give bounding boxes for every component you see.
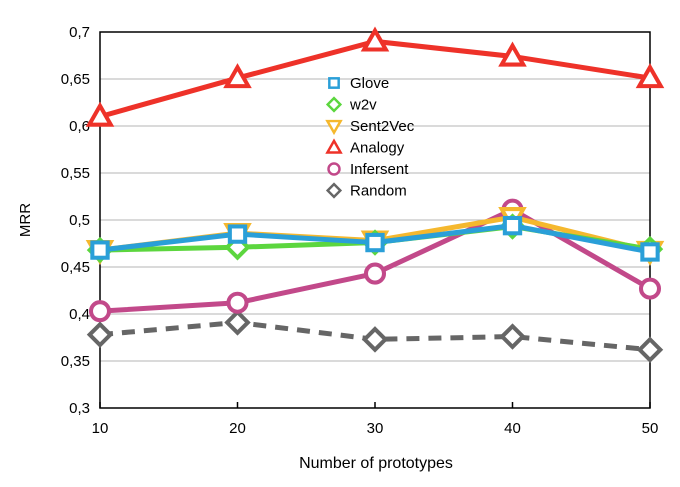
legend-label-infersent: Infersent	[350, 161, 409, 178]
legend-label-sent2vec: Sent2Vec	[350, 118, 415, 135]
data-point-w2v	[224, 234, 251, 261]
y-tick-label: 0,35	[61, 353, 90, 370]
y-axis-label: MRR	[17, 203, 34, 237]
y-tick-label: 0,55	[61, 165, 90, 182]
legend-entry-infersent: Infersent	[327, 161, 409, 178]
data-point-infersent	[226, 291, 249, 314]
data-point-infersent	[638, 277, 662, 300]
data-point-analogy	[85, 101, 115, 127]
legend-entry-analogy: Analogy	[325, 138, 405, 157]
series-line-infersent	[99, 207, 652, 314]
x-axis-label: Number of prototypes	[299, 455, 453, 472]
y-tick-label: 0,45	[61, 259, 90, 276]
legend-marker-w2v	[325, 96, 343, 113]
y-tick-label: 0,7	[69, 24, 90, 41]
legend-label-random: Random	[350, 183, 407, 200]
data-point-glove	[502, 215, 523, 236]
legend-label-analogy: Analogy	[350, 140, 405, 157]
data-point-glove	[227, 224, 248, 244]
x-tick-label: 30	[367, 420, 384, 437]
x-tick-label: 20	[229, 420, 246, 437]
legend-marker-sent2vec	[325, 119, 343, 136]
data-point-analogy	[223, 63, 252, 89]
y-tick-label: 0,5	[69, 212, 90, 229]
y-tick-label: 0,6	[69, 118, 90, 135]
legend-marker-glove	[328, 77, 340, 89]
series-infersent	[88, 198, 662, 323]
legend-marker-infersent	[327, 162, 341, 176]
legend-entry-glove: Glove	[328, 75, 389, 92]
data-point-glove	[90, 240, 110, 260]
data-point-infersent	[88, 300, 112, 323]
legend-label-glove: Glove	[350, 75, 389, 92]
y-tick-label: 0,65	[61, 71, 90, 88]
data-point-random	[499, 323, 526, 350]
y-tick-label: 0,3	[69, 400, 90, 417]
legend-label-w2v: w2v	[349, 97, 377, 114]
series	[85, 26, 665, 363]
series-glove	[90, 215, 660, 262]
legend: Glove w2v Sent2Vec Analogy Infersent Random	[325, 75, 415, 200]
y-tick-label: 0,4	[69, 306, 90, 323]
data-point-infersent	[363, 262, 387, 285]
x-tick-label: 50	[642, 420, 659, 437]
legend-marker-analogy	[325, 138, 343, 154]
series-random	[86, 309, 664, 363]
data-point-random	[636, 336, 664, 363]
series-analogy	[85, 26, 665, 127]
data-point-glove	[365, 232, 385, 253]
legend-entry-sent2vec: Sent2Vec	[325, 118, 415, 136]
legend-entry-w2v: w2v	[325, 96, 377, 114]
x-tick-label: 10	[92, 420, 109, 437]
data-point-random	[361, 326, 389, 353]
data-point-glove	[640, 242, 660, 262]
data-point-random	[224, 309, 251, 336]
legend-entry-random: Random	[325, 182, 407, 200]
data-point-random	[86, 321, 114, 348]
data-point-analogy	[360, 26, 390, 52]
x-tick-label: 40	[504, 420, 521, 437]
data-point-analogy	[498, 41, 527, 67]
legend-marker-random	[325, 182, 343, 199]
data-point-analogy	[635, 63, 665, 89]
